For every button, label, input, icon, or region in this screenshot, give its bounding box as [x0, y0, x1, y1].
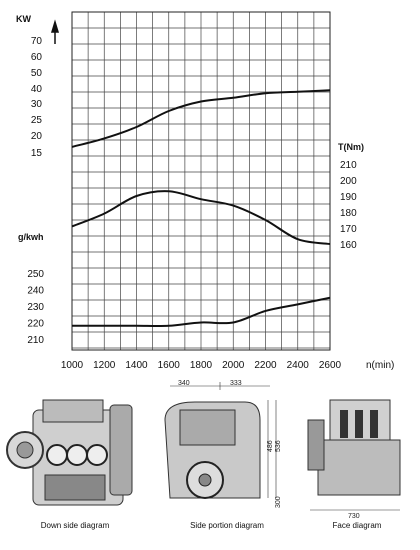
x-tick-label: 1400 [125, 360, 148, 371]
kw-tick-label: 20 [31, 131, 43, 142]
face-diagram: 730 [307, 399, 401, 520]
kw-tick-label: 25 [31, 115, 43, 126]
x-tick-label: 2200 [254, 360, 277, 371]
torque-tick-label: 160 [340, 240, 357, 251]
caption-side-portion: Side portion diagram [190, 521, 264, 530]
consumption-curve [71, 296, 331, 328]
x-axis-label: n(min) [366, 360, 394, 371]
kw-tick-label: 60 [31, 52, 43, 63]
kw-tick-label: 30 [31, 99, 43, 110]
kw-tick-label: 70 [31, 36, 43, 47]
x-tick-label: 1000 [61, 360, 84, 371]
consumption-tick-label: 220 [27, 319, 44, 330]
consumption-tick-label: 210 [27, 335, 44, 346]
torque-tick-label: 210 [340, 160, 357, 171]
dim-300: 300 [275, 496, 282, 508]
torque-tick-label: 190 [340, 192, 357, 203]
chart-curves [71, 89, 331, 328]
consumption-tick-label: 240 [27, 286, 44, 297]
torque-tick-label: 200 [340, 176, 357, 187]
kw-curve [71, 89, 331, 148]
x-tick-label: 1200 [93, 360, 116, 371]
consumption-axis-label: g/kwh [18, 232, 44, 242]
kw-axis-label: KW [16, 14, 31, 24]
kw-tick-label: 50 [31, 68, 43, 79]
dim-333: 333 [230, 380, 242, 387]
x-tick-label: 1600 [158, 360, 181, 371]
side-portion-diagram: 340 333 486 536 300 [164, 380, 282, 508]
torque-curve [71, 190, 331, 245]
performance-chart: 1000 1200 1400 1600 1800 2000 2200 2400 2600 70 60… [16, 11, 394, 371]
caption-face: Face diagram [332, 521, 382, 530]
dim-486: 486 [267, 440, 274, 452]
x-tick-label: 2000 [222, 360, 245, 371]
torque-tick-label: 170 [340, 224, 357, 235]
consumption-tick-label: 230 [27, 302, 44, 313]
dim-536: 536 [275, 440, 282, 452]
dim-730: 730 [348, 513, 360, 520]
torque-tick-label: 180 [340, 208, 357, 219]
chart-grid [71, 11, 331, 351]
x-tick-label: 2600 [319, 360, 342, 371]
kw-tick-label: 15 [31, 148, 43, 159]
plot-frame [71, 11, 331, 351]
kw-axis-arrow [50, 19, 60, 44]
dim-340: 340 [178, 380, 190, 387]
caption-down-side: Down side diagram [40, 521, 110, 530]
kw-tick-label: 40 [31, 84, 43, 95]
torque-axis-label: T(Nm) [338, 142, 364, 152]
x-tick-label: 1800 [190, 360, 213, 371]
chart-ticks: 1000 1200 1400 1600 1800 2000 2200 2400 2600 70 60… [27, 36, 357, 371]
x-tick-label: 2400 [287, 360, 310, 371]
down-side-diagram [6, 399, 133, 506]
consumption-tick-label: 250 [27, 269, 44, 280]
